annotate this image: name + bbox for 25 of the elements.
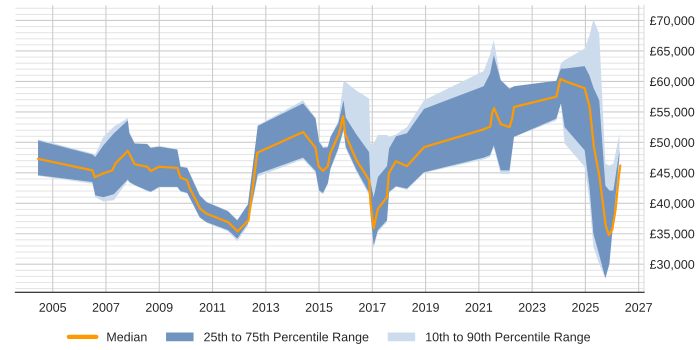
y-tick-label: £65,000: [650, 46, 694, 58]
y-tick-label: £35,000: [650, 230, 694, 240]
x-tick-label: 2011: [200, 302, 226, 312]
y-tick-label: £50,000: [650, 138, 694, 148]
x-tick-label: 2015: [306, 302, 332, 312]
line-series: [36, 78, 622, 236]
legend-label: 25th to 75th Percentile Range: [204, 332, 368, 344]
x-tick-label: 2007: [92, 302, 120, 312]
y-tick-label: £70,000: [650, 16, 694, 27]
x-tick-label: 2023: [518, 302, 546, 312]
y-tick-label: £40,000: [650, 199, 694, 210]
x-tick-label: 2013: [252, 302, 280, 312]
x-tick-label: 2017: [359, 302, 386, 312]
x-tick-label: 2005: [39, 302, 66, 312]
y-tick-label: £45,000: [650, 168, 694, 179]
y-tick-label: £30,000: [650, 260, 694, 270]
x-tick-label: 2027: [625, 302, 652, 312]
y-tick-label: £55,000: [650, 108, 694, 118]
x-tick-label: 2021: [466, 302, 492, 312]
x-tick-label: 2025: [572, 302, 599, 312]
legend-label: 10th to 90th Percentile Range: [426, 332, 590, 344]
x-tick-label: 2009: [146, 302, 173, 312]
y-tick-label: £60,000: [650, 77, 694, 88]
x-tick-label: 2019: [412, 302, 439, 312]
legend-label: Median: [107, 332, 147, 342]
